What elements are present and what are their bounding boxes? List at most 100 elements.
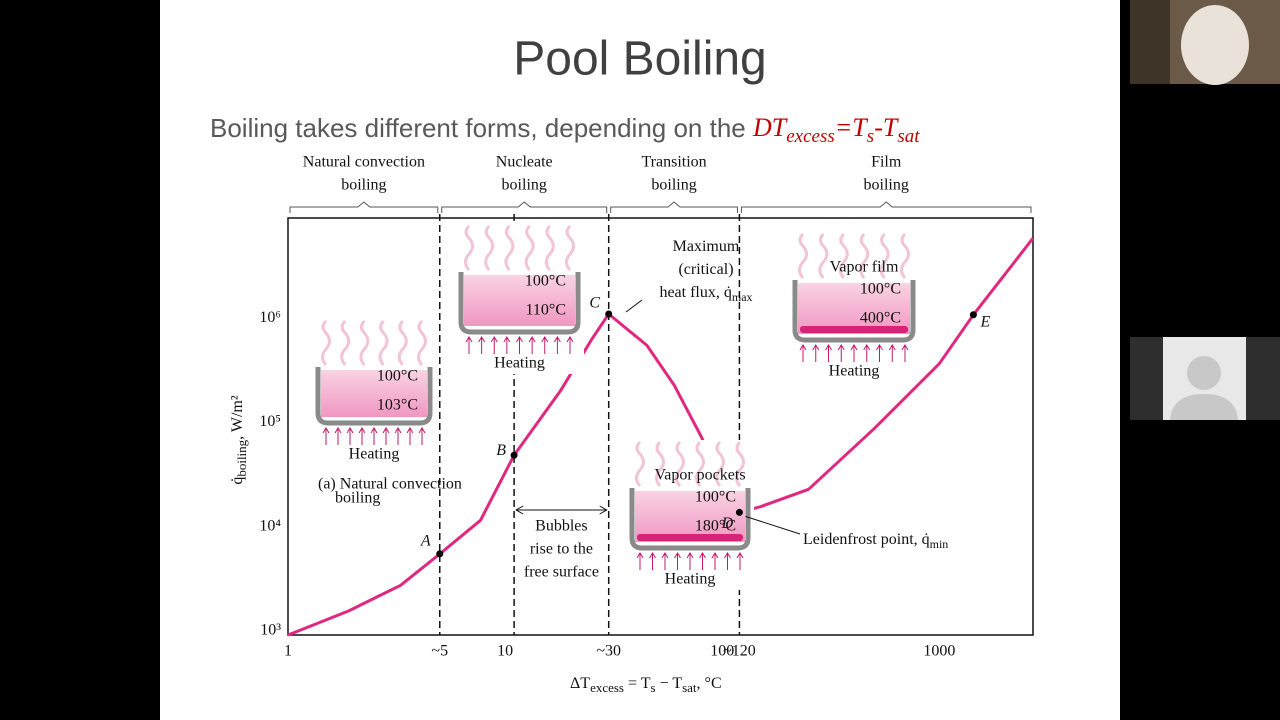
vapor	[359, 319, 370, 366]
point-label: D	[721, 515, 734, 532]
heat-arrow	[850, 344, 858, 362]
point	[735, 508, 743, 516]
liquid	[798, 283, 910, 334]
text-part: − T	[656, 675, 683, 692]
y-tick-label: 10⁵	[259, 413, 281, 430]
region-brace	[740, 201, 1032, 213]
vapor	[635, 440, 645, 487]
heat-arrow	[837, 344, 845, 362]
plot-frame	[287, 217, 1034, 636]
bubbles-arrow	[515, 505, 608, 515]
x-tick-label: 1000	[923, 643, 955, 660]
x-tick-label: ~5	[431, 643, 448, 660]
inset-heating: Heating	[665, 571, 716, 588]
point-label: A	[420, 533, 431, 550]
vapor	[798, 232, 808, 279]
subscript: s	[651, 680, 656, 695]
region-label: boiling	[502, 177, 547, 194]
text-part: , °C	[697, 675, 722, 692]
subscript: excess	[786, 126, 835, 147]
region-brace	[441, 201, 608, 213]
point-label: B	[496, 442, 506, 459]
heat-arrow	[901, 344, 909, 362]
heat-arrow	[863, 344, 871, 362]
y-tick-label: 10³	[260, 622, 281, 639]
text-part: Leidenfrost point, q̇	[803, 531, 930, 548]
max-flux-label: heat flux, q̇max	[659, 284, 752, 304]
heat-arrow	[661, 552, 669, 570]
region-label: boiling	[864, 177, 909, 194]
heat-arrow	[566, 336, 574, 354]
y-axis-label: q̇boiling, W/m²	[229, 395, 249, 485]
pointer	[625, 299, 643, 313]
inset-caption: boiling	[335, 490, 380, 507]
max-flux-label: Maximum	[673, 238, 740, 255]
inset: Vapor film 100°C 400°C Heating	[789, 232, 919, 382]
point	[969, 311, 977, 319]
point-label: E	[980, 313, 991, 330]
plot: 1 ~5 10 ~30 100~120 1000 10³ 10⁴ 10⁵ 10⁶ ΔTexcess …	[229, 154, 1035, 695]
inset: 100°C 110°C Heating	[455, 224, 584, 374]
leidenfrost-label: Leidenfrost point, q̇min	[803, 531, 948, 551]
inset-label: 110°C	[526, 302, 566, 319]
heat-arrow	[406, 427, 414, 445]
vapor	[544, 224, 555, 271]
slide-title: Pool Boiling	[513, 33, 767, 86]
max-flux-label: (critical)	[678, 261, 733, 278]
vapor	[417, 319, 427, 366]
heat-arrow	[674, 552, 681, 570]
text-part: DT	[752, 113, 788, 142]
subscript: min	[930, 537, 949, 551]
heat-arrow	[503, 336, 511, 354]
heat-arrow	[649, 552, 656, 570]
pointer	[745, 515, 801, 535]
heat-arrow	[370, 427, 378, 445]
heat-arrow	[699, 552, 706, 570]
vapor	[695, 440, 705, 487]
subscript: boiling	[234, 439, 249, 476]
x-tick-label: 100	[710, 643, 734, 660]
heat-arrow	[812, 344, 820, 362]
vapor	[675, 440, 685, 487]
point	[605, 310, 613, 318]
heat-arrow	[636, 552, 644, 570]
heat-arrow	[528, 336, 536, 354]
avatar-head	[1187, 356, 1221, 390]
vapor	[397, 319, 408, 366]
bubbles-label: Bubbles	[535, 518, 587, 535]
vapor	[900, 232, 910, 279]
avatar-body	[1170, 394, 1238, 420]
vapor	[818, 232, 829, 279]
vapor	[340, 319, 351, 366]
subscript: s	[867, 126, 874, 147]
vapor	[879, 232, 890, 279]
subscript: sat	[682, 680, 697, 695]
heat-arrow	[516, 336, 523, 354]
inset-caption: (a) Natural convection	[318, 476, 462, 493]
inset-heating: Heating	[494, 355, 545, 372]
x-tick-label: ~120	[723, 643, 756, 660]
subscript: sat	[897, 126, 920, 147]
heat-arrow	[394, 427, 402, 445]
inset-label: 100°C	[525, 273, 566, 290]
heat-arrow	[418, 427, 426, 445]
inset-label: Vapor pockets	[654, 467, 745, 484]
webcam-person	[1181, 5, 1249, 85]
x-tick-label: 1	[284, 643, 292, 660]
heat-arrow	[478, 336, 486, 354]
text-part: Maximum	[673, 238, 740, 255]
heat-arrow	[465, 336, 473, 354]
y-tick-label: 10⁴	[259, 517, 281, 534]
vapor	[504, 224, 515, 271]
liquid	[321, 370, 427, 417]
heat-arrow	[382, 427, 390, 445]
text-part: ΔT	[570, 675, 590, 692]
inset-label: 103°C	[377, 397, 418, 414]
vapor	[735, 440, 745, 487]
text-part: , W/m²	[229, 395, 246, 440]
webcam-shelf	[1130, 0, 1170, 84]
y-tick-label: 10⁶	[259, 309, 281, 326]
heat-arrow	[322, 427, 330, 445]
